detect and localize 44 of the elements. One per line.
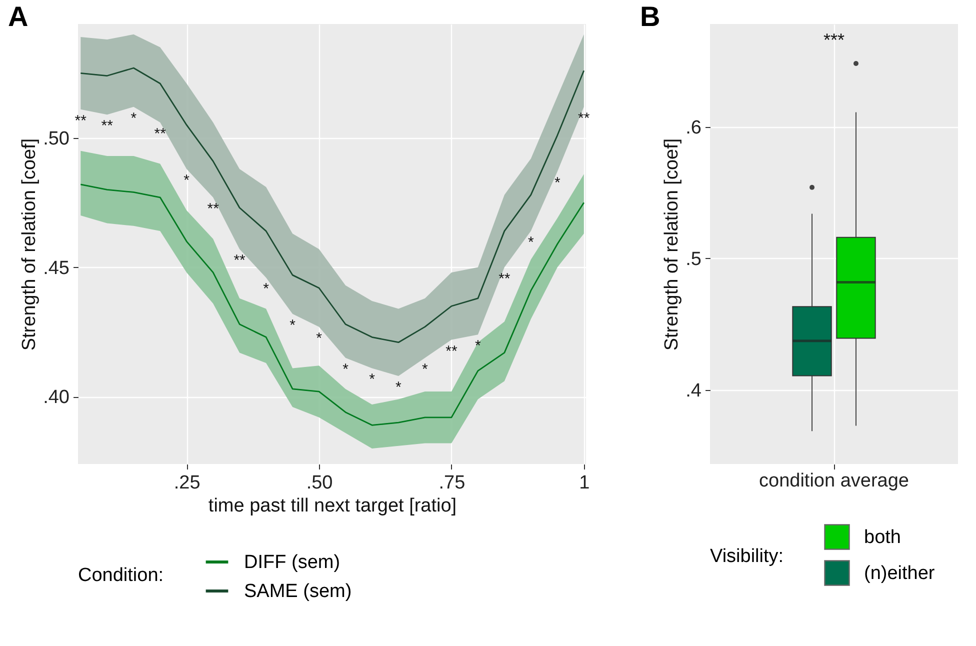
- annotation: **: [74, 112, 87, 130]
- y-tick-label: .4: [686, 380, 702, 402]
- annotation: **: [207, 200, 220, 218]
- chart-title: A: [8, 1, 28, 32]
- chart-title: B: [640, 1, 660, 32]
- annotation: *: [396, 379, 402, 396]
- legend-label: both: [864, 527, 901, 548]
- y-axis-title: Strength of relation [coef]: [19, 138, 40, 351]
- x-tick-label: .50: [306, 472, 333, 494]
- legend-label: DIFF (sem): [244, 552, 340, 573]
- y-tick-label: .45: [43, 258, 70, 279]
- x-tick-label: .75: [438, 472, 466, 494]
- x-tick-label: .25: [174, 472, 200, 494]
- annotation: *: [290, 316, 296, 334]
- x-tick-label: condition average: [759, 470, 909, 492]
- annotation: *: [422, 360, 428, 378]
- legend-label: (n)either: [864, 563, 936, 584]
- annotation: **: [498, 270, 510, 288]
- legend-title: Condition:: [78, 565, 164, 586]
- annotation: **: [446, 342, 458, 360]
- annotation: **: [234, 252, 246, 270]
- annotation: **: [101, 118, 114, 135]
- y-axis-title: Strength of relation [coef]: [662, 138, 683, 351]
- annotation: *: [130, 110, 137, 127]
- y-tick-label: .6: [686, 117, 702, 138]
- annotation: *: [263, 280, 270, 298]
- legend-label: SAME (sem): [244, 581, 352, 602]
- x-axis-title: time past till next target [ratio]: [208, 496, 457, 516]
- legend-title: Visibility:: [710, 546, 784, 567]
- annotation: *: [528, 234, 534, 252]
- line-series: [80, 184, 585, 426]
- annotation: *: [316, 330, 322, 347]
- y-tick-label: .40: [43, 387, 70, 408]
- x-tick-label: 1: [579, 472, 590, 494]
- annotation: *: [554, 174, 560, 192]
- annotation: *: [342, 360, 349, 378]
- y-tick-label: .50: [43, 128, 70, 150]
- annotation: **: [154, 125, 166, 142]
- annotation: ***: [823, 30, 845, 50]
- annotation: *: [184, 172, 190, 189]
- annotation: *: [369, 371, 376, 388]
- annotation: *: [475, 338, 482, 355]
- annotation: **: [578, 110, 590, 127]
- y-tick-label: .5: [686, 248, 702, 270]
